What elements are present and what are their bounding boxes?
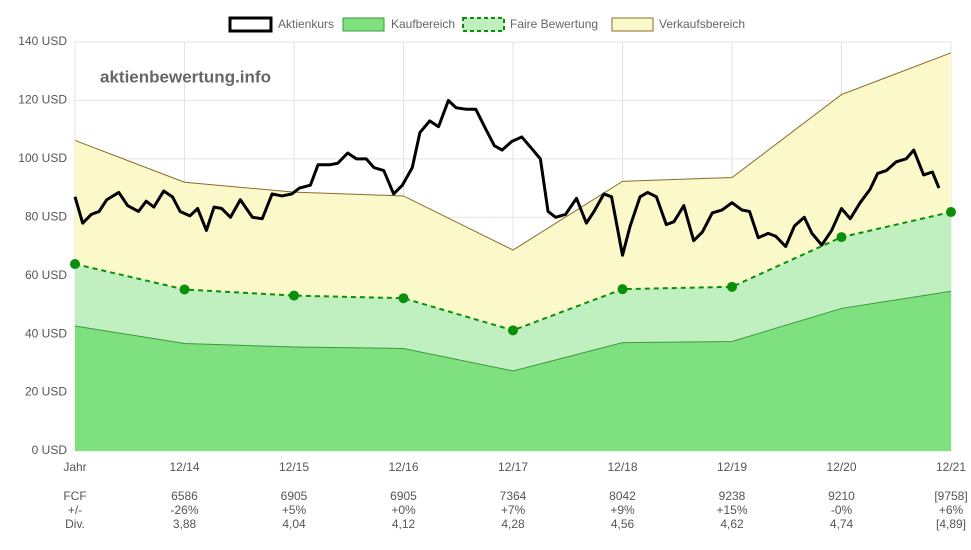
x-tick-label: 12/14 (169, 460, 199, 474)
cell: 4,56 (611, 517, 635, 531)
row-label: Div. (65, 517, 85, 531)
cell: 4,12 (392, 517, 416, 531)
x-tick-label: 12/18 (607, 460, 637, 474)
y-tick-label: 140 USD (18, 34, 67, 48)
legend-swatch (462, 17, 505, 32)
cell: 9210 (828, 489, 855, 503)
area-fill (75, 52, 951, 331)
sell-line (74, 52, 952, 251)
background (74, 41, 952, 452)
cell: +0% (391, 503, 416, 517)
row-label: FCF (63, 489, 86, 503)
cell: +7% (501, 503, 526, 517)
y-tick-label: 80 USD (25, 209, 67, 223)
fair-point (289, 290, 299, 301)
legend-label: Faire Bewertung (510, 17, 598, 31)
cell: +5% (282, 503, 307, 517)
legend-swatch (342, 17, 385, 32)
fair-point (179, 284, 190, 295)
x-tick-label: 12/19 (717, 460, 747, 474)
y-tick-label: 0 USD (32, 443, 68, 457)
foreground (70, 98, 956, 336)
cell: 4,04 (282, 517, 306, 531)
cell: 9238 (719, 489, 746, 503)
fair-point (70, 259, 80, 270)
row-label: +/- (68, 503, 82, 517)
legend-swatch (611, 17, 654, 32)
legend-label: Verkaufsbereich (659, 17, 745, 31)
price-line (73, 98, 941, 257)
cell: [4,89] (936, 517, 966, 531)
fair-point (946, 207, 956, 218)
fair-point (727, 281, 737, 292)
x-tick-label: Jahr (63, 460, 86, 474)
cell: 3,88 (173, 517, 197, 531)
legend-label: Aktienkurs (278, 17, 334, 31)
cell: 4,74 (830, 517, 854, 531)
x-tick-label: 12/15 (279, 460, 309, 474)
y-tick-label: 60 USD (25, 268, 67, 282)
cell: +9% (610, 503, 635, 517)
cell: +6% (939, 503, 964, 517)
cell: 6905 (281, 489, 308, 503)
x-tick-label: 12/21 (936, 460, 966, 474)
x-tick-label: 12/17 (498, 460, 528, 474)
cell: +15% (716, 503, 747, 517)
x-tick-label: 12/16 (388, 460, 418, 474)
y-tick-label: 100 USD (18, 151, 67, 165)
legend-label: Kaufbereich (391, 17, 455, 31)
cell: [9758] (934, 489, 967, 503)
buy-line (74, 290, 952, 372)
fair-point (617, 284, 628, 295)
cell: 4,28 (501, 517, 525, 531)
cell: 6905 (390, 489, 417, 503)
y-tick-label: 120 USD (18, 93, 67, 107)
fair-point (398, 293, 409, 304)
cell: 4,62 (720, 517, 744, 531)
cell: 7364 (500, 489, 527, 503)
cell: -26% (170, 503, 198, 517)
y-tick-label: 20 USD (25, 385, 67, 399)
cell: -0% (831, 503, 853, 517)
y-tick-label: 40 USD (25, 326, 67, 340)
watermark: aktienbewertung.info (100, 67, 271, 86)
cell: 8042 (609, 489, 636, 503)
x-tick-label: 12/20 (826, 460, 856, 474)
legend-swatch (228, 16, 273, 33)
cell: 6586 (171, 489, 198, 503)
area-fill (75, 212, 951, 371)
fair-point (836, 232, 847, 243)
fair-point (508, 325, 518, 336)
